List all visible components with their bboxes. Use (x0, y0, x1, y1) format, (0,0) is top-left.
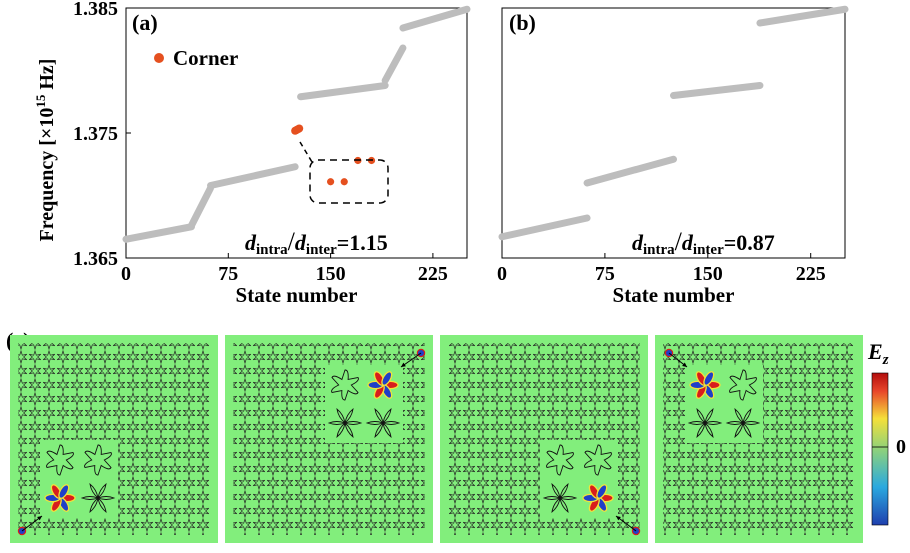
y-axis-label: Frequency [×1015 Hz] (33, 59, 58, 242)
bulk-band-b-0 (502, 218, 587, 237)
field-map-1 (10, 335, 218, 543)
bulk-band-b-3 (760, 9, 845, 23)
y-tick-label-a-2: 1.385 (73, 0, 118, 20)
field-map-4 (655, 335, 863, 543)
panel-label-b: (b) (509, 10, 536, 35)
inset-connector (300, 142, 312, 162)
chart-panel-b: (b) dintra/dinter=0.87 (502, 8, 845, 258)
x-axis-label-a: State number (236, 283, 358, 307)
inset-box (310, 160, 388, 203)
bulk-band-a-2 (211, 167, 296, 186)
bulk-band-a-3 (301, 86, 386, 97)
chart-marks-b (502, 9, 845, 258)
x-tick-label-b-0: 0 (497, 263, 507, 285)
x-tick-label-b-3: 225 (796, 263, 826, 285)
x-tick-label-a-1: 75 (218, 263, 238, 285)
field-map-2 (225, 335, 433, 543)
legend-corner-marker (154, 53, 164, 63)
x-axis-label-b: State number (613, 283, 735, 307)
colorbar-gradient (872, 373, 888, 525)
field-maps (10, 335, 863, 543)
x-tick-label-b-1: 75 (595, 263, 615, 285)
legend-corner-label: Corner (173, 46, 238, 70)
x-tick-label-a-3: 225 (418, 263, 448, 285)
inset-corner-point-0 (327, 178, 334, 185)
inset-corner-point-1 (341, 178, 348, 185)
bulk-band-b-2 (674, 86, 760, 96)
colorbar-zero-label: 0 (896, 436, 906, 458)
colorbar-title: Ez (867, 339, 889, 368)
panel-label-a: (a) (132, 10, 158, 35)
ratio-label-a: dintra/dinter=1.15 (245, 227, 388, 258)
bulk-band-a-4 (385, 48, 403, 81)
bulk-band-a-1 (191, 188, 210, 226)
x-tick-label-a-0: 0 (121, 263, 131, 285)
bulk-band-b-1 (587, 159, 673, 183)
corner-point-3 (295, 125, 303, 133)
y-tick-label-a-0: 1.365 (73, 248, 118, 270)
chart-panel-a: (a) Corner dintra/dinter=1.15 (126, 8, 467, 258)
x-tick-label-a-2: 150 (316, 263, 346, 285)
field-map-3 (440, 335, 648, 543)
ratio-label-b: dintra/dinter=0.87 (632, 227, 775, 258)
bulk-band-a-0 (126, 227, 191, 240)
plot-frame-b (502, 8, 845, 258)
y-tick-label-a-1: 1.375 (73, 123, 118, 145)
x-tick-label-b-2: 150 (693, 263, 723, 285)
bulk-band-a-5 (403, 9, 467, 28)
colorbar: Ez 0 (867, 339, 906, 525)
